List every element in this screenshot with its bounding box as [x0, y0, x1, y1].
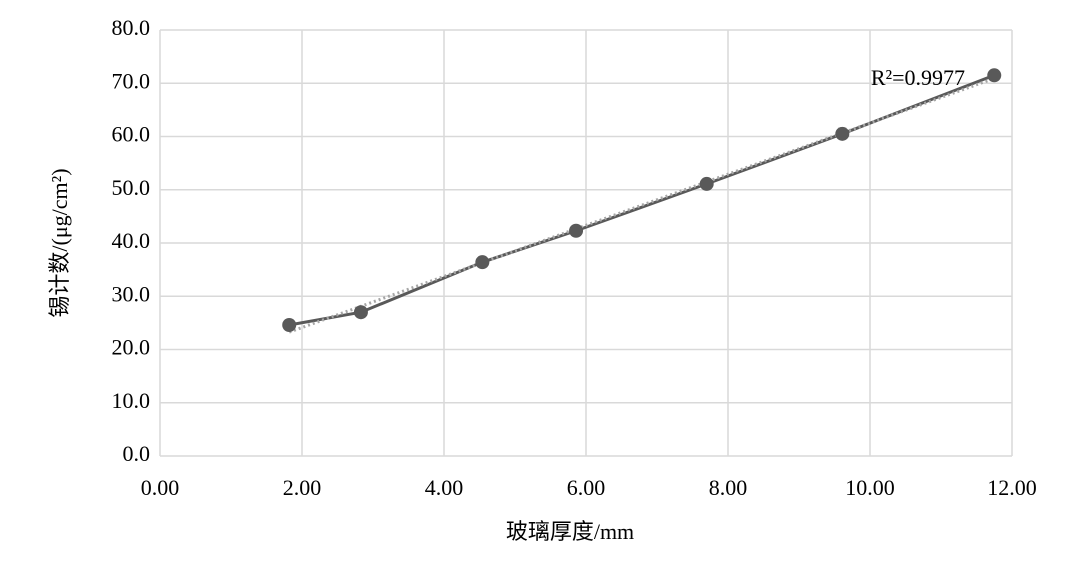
x-tick-label: 2.00 [283, 475, 322, 500]
y-tick-label: 20.0 [112, 335, 151, 360]
y-tick-label: 80.0 [112, 15, 151, 40]
data-line [288, 73, 995, 327]
y-tick-label: 70.0 [112, 68, 151, 93]
x-tick-label: 4.00 [425, 475, 464, 500]
y-tick-label: 30.0 [112, 281, 151, 306]
data-point [987, 68, 1002, 83]
data-point [569, 223, 584, 238]
y-tick-label: 10.0 [112, 388, 151, 413]
y-tick-label: 0.0 [123, 441, 151, 466]
trend-line [288, 76, 995, 334]
y-tick-label: 40.0 [112, 228, 151, 253]
x-tick-label: 12.00 [987, 475, 1037, 500]
data-point [835, 126, 850, 141]
data-point [282, 318, 297, 333]
data-point [475, 255, 490, 270]
data-point [353, 305, 368, 320]
y-axis-label: 锡计数/(μg/cm²) [47, 168, 72, 317]
data-point [699, 176, 714, 191]
x-tick-label: 0.00 [141, 475, 180, 500]
y-tick-label: 60.0 [112, 122, 151, 147]
x-tick-label: 6.00 [567, 475, 606, 500]
x-tick-label: 8.00 [709, 475, 748, 500]
y-tick-label: 50.0 [112, 175, 151, 200]
x-tick-label: 10.00 [845, 475, 895, 500]
x-axis-label: 玻璃厚度/mm [506, 519, 634, 544]
r-squared-label: R²=0.9977 [871, 65, 965, 90]
